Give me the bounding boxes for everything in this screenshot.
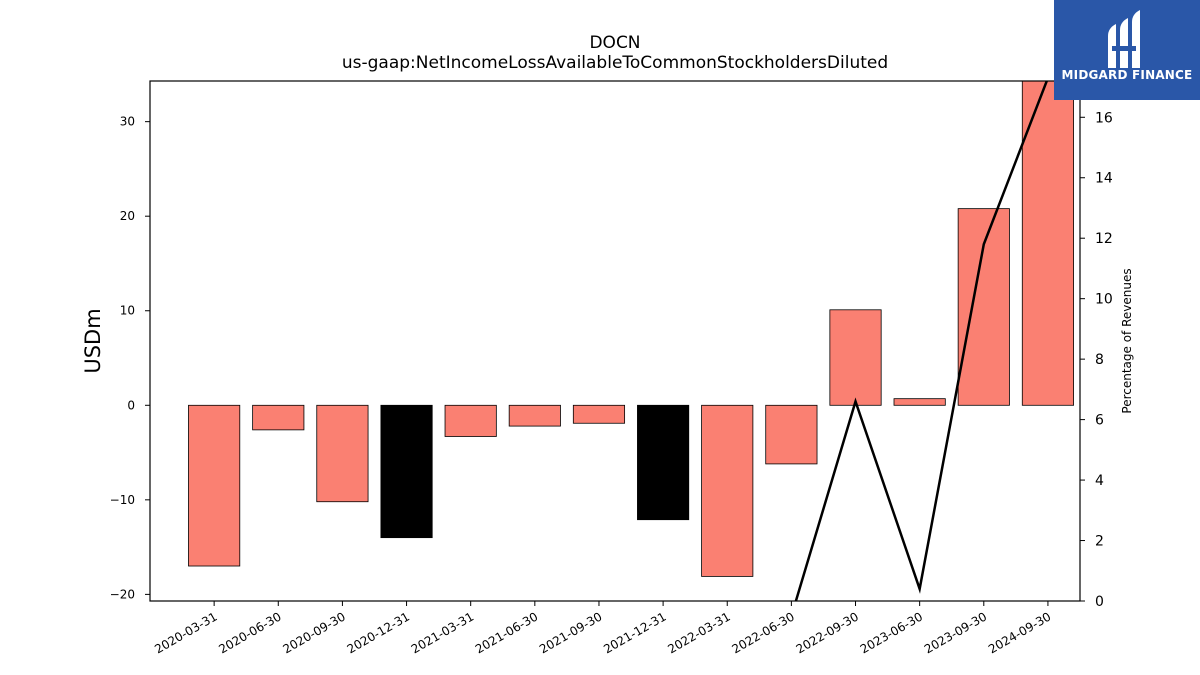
y-axis-label: USDm	[81, 308, 105, 373]
bar-2021-03-31	[444, 404, 497, 437]
line-layer	[794, 81, 1049, 601]
midgard-logo-icon	[1108, 10, 1140, 68]
y-tick-label: 0	[127, 398, 135, 412]
x-tick-label: 2020-03-31	[152, 609, 219, 656]
x-tick-label: 2022-03-31	[665, 609, 732, 656]
y2-axis-label: Percentage of Revenues	[1120, 268, 1134, 413]
y-tick-label: 10	[120, 304, 135, 318]
midgard-finance-logo: MIDGARD FINANCE	[1054, 0, 1200, 100]
logo-text: MIDGARD FINANCE	[1061, 68, 1193, 82]
x-tick-label: 2022-06-30	[729, 609, 796, 656]
x-tick-label: 2022-09-30	[794, 609, 861, 656]
x-tick-label: 2023-09-30	[922, 609, 989, 656]
bar-2023-09-30	[957, 208, 1010, 406]
y2-tick-label: 8	[1095, 352, 1104, 368]
bar-2022-09-30	[829, 309, 882, 406]
x-tick-label: 2020-12-31	[345, 609, 412, 656]
bar-2020-12-31	[380, 404, 433, 539]
bars-layer	[188, 80, 1074, 577]
x-tick-label: 2021-06-30	[473, 609, 540, 656]
bar-2022-06-30	[765, 404, 818, 465]
y-tick-label: 20	[120, 209, 135, 223]
chart-subtitle: us-gaap:NetIncomeLossAvailableToCommonSt…	[342, 53, 888, 73]
y-tick-label: 30	[120, 115, 135, 129]
y2-tick-label: 14	[1095, 171, 1113, 187]
bar-2023-06-30	[893, 398, 946, 406]
y-tick-label: −20	[110, 587, 135, 601]
y2-tick-label: 16	[1095, 110, 1113, 126]
y2-tick-label: 12	[1095, 231, 1113, 247]
bar-2021-06-30	[508, 404, 561, 427]
bar-2021-12-31	[637, 404, 690, 521]
x-tick-label: 2021-03-31	[409, 609, 476, 656]
y2-tick-label: 2	[1095, 534, 1104, 550]
x-tick-label: 2023-06-30	[858, 609, 925, 656]
y2-tick-label: 10	[1095, 292, 1113, 308]
x-tick-label: 2020-09-30	[281, 609, 348, 656]
x-tick-label: 2021-12-31	[601, 609, 668, 656]
y-tick-label: −10	[110, 493, 135, 507]
percentage-line	[794, 81, 1049, 601]
bar-2024-09-30	[1021, 80, 1074, 406]
bar-2020-03-31	[188, 404, 241, 567]
x-tick-label: 2021-09-30	[537, 609, 604, 656]
y2-tick-label: 0	[1095, 594, 1104, 610]
chart-title: DOCN	[589, 33, 640, 53]
y2-tick-label: 6	[1095, 413, 1104, 429]
bar-2020-06-30	[252, 404, 305, 431]
plot-frame	[149, 80, 1081, 602]
bar-2021-09-30	[572, 404, 626, 424]
x-tick-label: 2020-06-30	[216, 609, 283, 656]
x-tick-label: 2024-09-30	[986, 609, 1053, 656]
bar-2020-09-30	[316, 404, 369, 503]
bar-2022-03-31	[701, 404, 754, 577]
y2-tick-label: 4	[1095, 473, 1104, 489]
